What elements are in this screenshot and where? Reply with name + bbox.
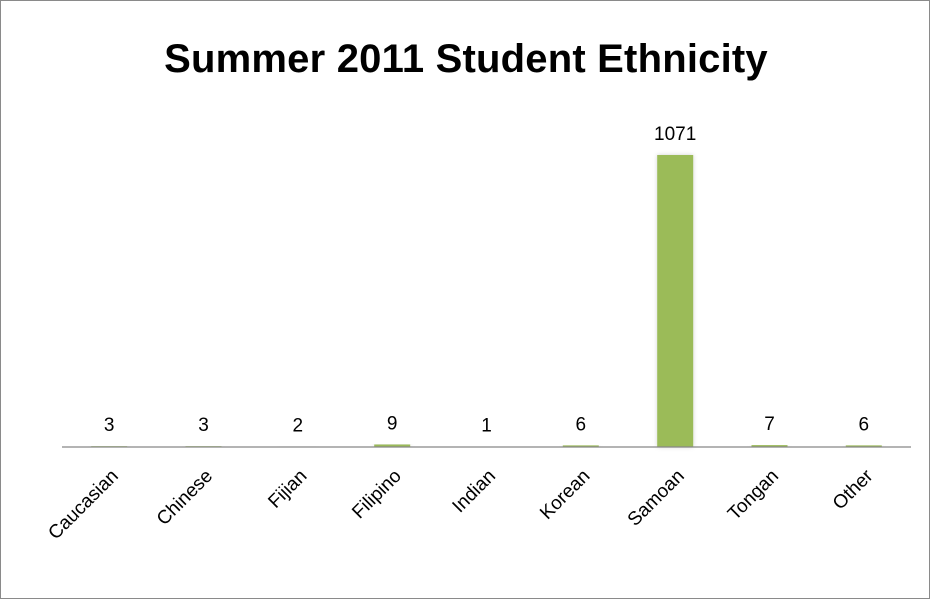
data-label-indian: 1	[481, 416, 492, 437]
bar-tongan	[751, 445, 788, 447]
bar-samoan	[657, 155, 694, 447]
data-label-caucasian: 3	[104, 415, 115, 436]
bars-layer	[91, 155, 882, 448]
data-label-other: 6	[859, 414, 870, 435]
x-tick-label-fijian: Fijian	[264, 466, 311, 513]
chart-title: Summer 2011 Student Ethnicity	[164, 37, 768, 81]
x-tick-label-indian: Indian	[449, 466, 500, 517]
x-tick-labels-layer: Caucasian Chinese Fijian Filipino Indian Kore…	[44, 465, 877, 544]
bar-other	[845, 445, 882, 447]
data-label-fijian: 2	[293, 416, 304, 437]
data-label-samoan: 1071	[654, 124, 696, 145]
x-tick-label-caucasian: Caucasian	[44, 466, 122, 544]
data-label-filipino: 9	[387, 414, 398, 435]
data-label-korean: 6	[576, 414, 587, 435]
x-tick-label-korean: Korean	[536, 466, 594, 524]
data-label-chinese: 3	[198, 415, 209, 436]
x-tick-label-samoan: Samoan	[624, 466, 689, 531]
bar-filipino	[374, 444, 411, 447]
x-tick-label-filipino: Filipino	[348, 466, 405, 523]
bar-korean	[562, 445, 599, 447]
x-tick-label-chinese: Chinese	[153, 466, 217, 530]
x-tick-label-tongan: Tongan	[724, 466, 783, 525]
data-label-tongan: 7	[764, 414, 775, 435]
x-tick-label-other: Other	[829, 465, 878, 514]
